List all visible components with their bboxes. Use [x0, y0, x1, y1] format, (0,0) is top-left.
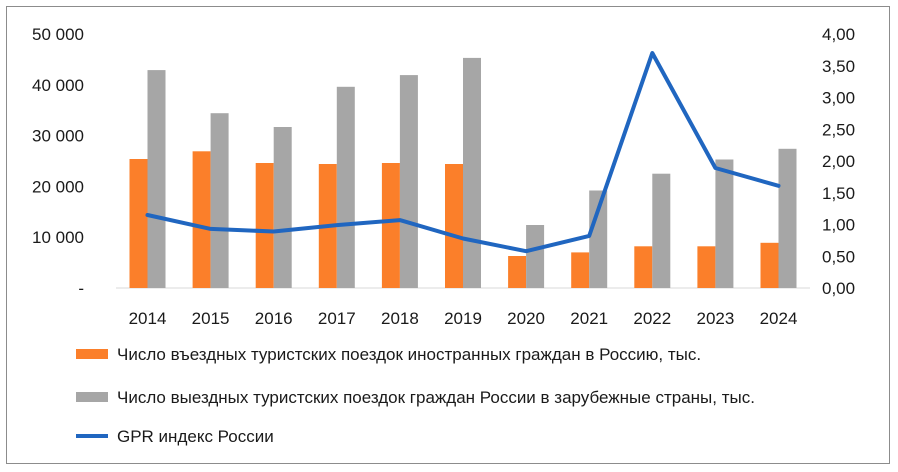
y-left-tick-4: 40 000	[32, 76, 84, 95]
y-right-tick-5: 2,50	[822, 120, 855, 139]
legend-item-inbound: Число въездных туристских поездок иностр…	[76, 345, 701, 364]
legend-item-outbound: Число выездных туристских поездок гражда…	[76, 388, 755, 407]
y-left-tick-3: 30 000	[32, 127, 84, 146]
bar-inbound-2022	[634, 246, 653, 288]
y-right-tick-7: 3,50	[822, 57, 855, 76]
bar-inbound-2019	[445, 164, 463, 288]
bar-outbound-2020	[526, 225, 545, 288]
legend: Число въездных туристских поездок иностр…	[76, 345, 755, 446]
bar-inbound-2021	[571, 252, 590, 288]
legend-item-gpr: GPR индекс России	[76, 427, 274, 446]
x-tick-2014: 2014	[129, 309, 167, 328]
bar-outbound-2018	[399, 75, 418, 288]
y-right-tick-3: 1,50	[822, 184, 855, 203]
y-right-tick-4: 2,00	[822, 152, 855, 171]
y-right-tick-0: 0,00	[822, 279, 855, 298]
bar-inbound-2020	[508, 256, 527, 288]
x-tick-2024: 2024	[760, 309, 798, 328]
bar-outbound-2019	[463, 57, 481, 289]
bar-inbound-2018	[381, 163, 400, 288]
x-tick-2022: 2022	[633, 309, 671, 328]
x-tick-2021: 2021	[570, 309, 608, 328]
bar-outbound-2016	[273, 127, 292, 288]
bar-inbound-2024	[760, 242, 779, 288]
x-axis: 2014 2015 2016 2017 2018 2019 2020 2021 2022 2023…	[129, 309, 798, 328]
bar-outbound-2015	[210, 113, 229, 288]
bar-inbound-2015	[192, 151, 211, 288]
x-tick-2017: 2017	[318, 309, 356, 328]
bar-inbound-2023	[697, 246, 716, 288]
bar-outbound-2023	[715, 159, 734, 288]
plot-area	[116, 51, 810, 289]
y-left-tick-0: -	[78, 279, 84, 298]
y-left-tick-2: 20 000	[32, 177, 84, 196]
y-right-tick-1: 0,50	[822, 247, 855, 266]
y-right-tick-8: 4,00	[822, 25, 855, 44]
legend-swatch-inbound	[76, 349, 108, 359]
y-left-tick-5: 50 000	[32, 25, 84, 44]
x-tick-2020: 2020	[507, 309, 545, 328]
legend-label-outbound: Число выездных туристских поездок гражда…	[117, 388, 755, 407]
y-right-tick-2: 1,00	[822, 216, 855, 235]
right-y-axis: 0,00 0,50 1,00 1,50 2,00 2,50 3,00 3,50 4,00	[822, 25, 855, 298]
bar-inbound-2016	[255, 163, 274, 288]
x-tick-2015: 2015	[192, 309, 230, 328]
bar-inbound-2014	[129, 159, 148, 288]
left-y-axis: - 10 000 20 000 30 000 40 000 50 000	[32, 25, 84, 298]
x-tick-2019: 2019	[444, 309, 482, 328]
bar-outbound-2021	[589, 190, 608, 288]
x-tick-2023: 2023	[696, 309, 734, 328]
legend-label-gpr: GPR индекс России	[117, 427, 274, 446]
bar-outbound-2017	[336, 86, 355, 288]
bar-outbound-2024	[778, 148, 797, 288]
y-left-tick-1: 10 000	[32, 228, 84, 247]
x-tick-2016: 2016	[255, 309, 293, 328]
bar-outbound-2022	[652, 173, 671, 288]
legend-swatch-outbound	[76, 392, 108, 402]
legend-label-inbound: Число въездных туристских поездок иностр…	[117, 345, 701, 364]
bar-outbound-2014	[147, 70, 166, 288]
y-right-tick-6: 3,00	[822, 89, 855, 108]
x-tick-2018: 2018	[381, 309, 419, 328]
